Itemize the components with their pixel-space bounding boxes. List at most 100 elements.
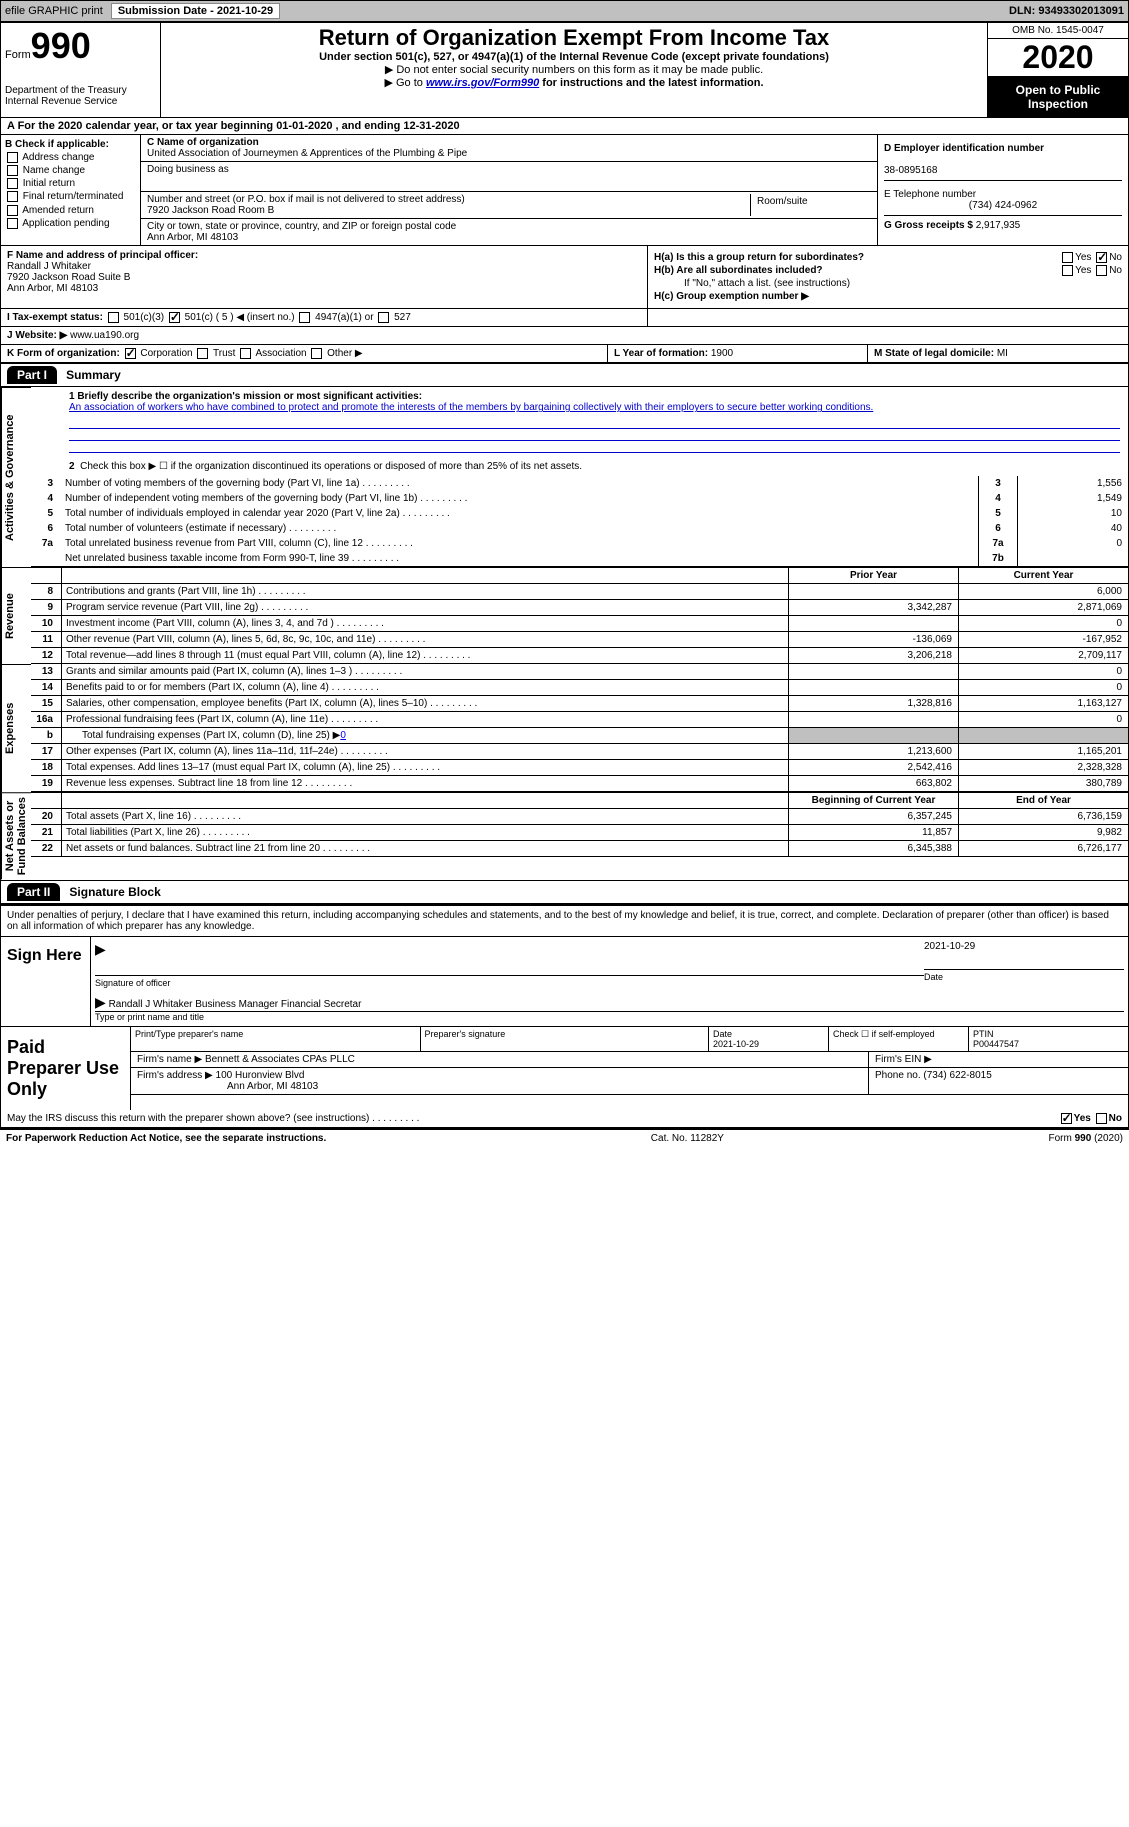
b-check[interactable] — [7, 191, 18, 202]
prep-h2: Preparer's signature — [420, 1027, 709, 1052]
part1-title: Summary — [66, 368, 121, 382]
mission-text[interactable]: An association of workers who have combi… — [69, 402, 873, 413]
officer-addr2: Ann Arbor, MI 48103 — [7, 283, 98, 294]
penalty-text: Under penalties of perjury, I declare th… — [1, 906, 1128, 936]
d-label: D Employer identification number — [884, 143, 1044, 154]
rule1 — [69, 417, 1120, 429]
i-o1: 501(c)(3) — [124, 312, 165, 323]
yes-lbl: Yes — [1075, 252, 1091, 263]
type-label: Type or print name and title — [95, 1011, 1124, 1022]
ein-l: Firm's EIN ▶ — [868, 1052, 1128, 1068]
yes-lbl2: Yes — [1075, 265, 1091, 276]
e-label: E Telephone number — [884, 189, 976, 200]
hb: H(b) Are all subordinates included? — [654, 265, 823, 276]
footer: For Paperwork Reduction Act Notice, see … — [0, 1130, 1129, 1147]
sig-officer-label: Signature of officer — [95, 978, 924, 988]
open-public: Open to Public Inspection — [988, 77, 1128, 117]
goto-line: ▶ Go to www.irs.gov/Form990 for instruct… — [165, 76, 983, 89]
ssn-warning: ▶ Do not enter social security numbers o… — [165, 63, 983, 76]
row-a: A For the 2020 calendar year, or tax yea… — [1, 118, 1128, 135]
paid-preparer-label: Paid Preparer Use Only — [1, 1027, 131, 1110]
prep-h1: Print/Type preparer's name — [131, 1027, 420, 1052]
b-check[interactable] — [7, 218, 18, 229]
no-lbl2: No — [1109, 265, 1122, 276]
firmcity: Ann Arbor, MI 48103 — [137, 1081, 318, 1092]
k-o1: Corporation — [140, 348, 192, 359]
right-col: D Employer identification number 38-0895… — [878, 135, 1128, 245]
firmaddr-l: Firm's address ▶ — [137, 1070, 213, 1081]
g-label: G Gross receipts $ — [884, 220, 973, 231]
hb-no[interactable] — [1096, 265, 1107, 276]
form-990: Form990 Department of the Treasury Inter… — [0, 22, 1129, 1130]
i-o3: 4947(a)(1) or — [315, 312, 373, 323]
firmname-l: Firm's name ▶ — [137, 1054, 202, 1065]
i-o4: 527 — [394, 312, 411, 323]
b-check[interactable] — [7, 178, 18, 189]
b-check[interactable] — [7, 152, 18, 163]
title-cell: Return of Organization Exempt From Incom… — [161, 23, 988, 117]
i-501c[interactable] — [169, 312, 180, 323]
end-year-head: End of Year — [958, 792, 1128, 809]
vlabel-revenue: Revenue — [1, 567, 31, 664]
goto-link[interactable]: www.irs.gov/Form990 — [426, 77, 539, 89]
part2-header: Part II — [7, 883, 60, 901]
section-f: F Name and address of principal officer:… — [1, 246, 648, 308]
form-subtitle: Under section 501(c), 527, or 4947(a)(1)… — [165, 51, 983, 63]
ha-yes[interactable] — [1062, 252, 1073, 263]
efile-label: efile GRAPHIC print — [5, 5, 103, 17]
phone: (734) 424-0962 — [884, 200, 1122, 211]
street-label: Number and street (or P.O. box if mail i… — [147, 194, 465, 205]
i-o2: 501(c) ( 5 ) ◀ (insert no.) — [185, 312, 295, 323]
c-label: C Name of organization — [147, 137, 259, 148]
section-i: I Tax-exempt status: 501(c)(3) 501(c) ( … — [1, 309, 648, 326]
exp-b-num: b — [31, 728, 61, 744]
org-name: United Association of Journeymen & Appre… — [147, 148, 467, 159]
firmname: Bennett & Associates CPAs PLLC — [205, 1054, 355, 1065]
ein: 38-0895168 — [884, 165, 937, 176]
prep-h4: Check ☐ if self-employed — [828, 1027, 968, 1052]
i-501c3[interactable] — [108, 312, 119, 323]
k-trust[interactable] — [197, 348, 208, 359]
section-l: L Year of formation: 1900 — [608, 345, 868, 362]
efile-header: efile GRAPHIC print Submission Date - 20… — [0, 0, 1129, 22]
fundraising-link[interactable]: 0 — [340, 730, 346, 741]
i-527[interactable] — [378, 312, 389, 323]
section-c: C Name of organization United Associatio… — [141, 135, 878, 245]
rule2 — [69, 429, 1120, 441]
vlabel-governance: Activities & Governance — [1, 387, 31, 567]
dept: Department of the Treasury Internal Reve… — [5, 85, 156, 107]
k-corp[interactable] — [125, 348, 136, 359]
prep-phone: (734) 622-8015 — [923, 1070, 991, 1081]
form-title: Return of Organization Exempt From Incom… — [165, 25, 983, 51]
b-head: B Check if applicable: — [5, 139, 109, 150]
form-number: 990 — [31, 25, 91, 66]
footer-mid: Cat. No. 11282Y — [651, 1133, 724, 1144]
street: 7920 Jackson Road Room B — [147, 205, 274, 216]
ha-no[interactable] — [1096, 252, 1107, 263]
city: Ann Arbor, MI 48103 — [147, 232, 238, 243]
footer-right: Form 990 (2020) — [1049, 1133, 1123, 1144]
dln: DLN: 93493302013091 — [1009, 5, 1124, 17]
i-4947[interactable] — [299, 312, 310, 323]
website: www.ua190.org — [67, 330, 139, 341]
discuss-no[interactable] — [1096, 1113, 1107, 1124]
h-note: If "No," attach a list. (see instruction… — [654, 278, 1122, 289]
k-assoc[interactable] — [240, 348, 251, 359]
b-check[interactable] — [7, 165, 18, 176]
discuss-yes[interactable] — [1061, 1113, 1072, 1124]
j-label: J Website: ▶ — [7, 330, 67, 341]
goto-post: for instructions and the latest informat… — [539, 77, 763, 89]
hb-yes[interactable] — [1062, 265, 1073, 276]
begin-year-head: Beginning of Current Year — [788, 792, 958, 809]
omb: OMB No. 1545-0047 — [988, 23, 1128, 39]
rule3 — [69, 441, 1120, 453]
k-other[interactable] — [311, 348, 322, 359]
hc: H(c) Group exemption number ▶ — [654, 291, 809, 302]
prep-h3: Date — [713, 1029, 732, 1039]
b-check[interactable] — [7, 205, 18, 216]
ha: H(a) Is this a group return for subordin… — [654, 252, 864, 263]
vlabel-expenses: Expenses — [1, 664, 31, 792]
prep-date: 2021-10-29 — [713, 1039, 759, 1049]
prep-h5: PTIN — [973, 1029, 994, 1039]
discuss-line: May the IRS discuss this return with the… — [1, 1110, 1128, 1129]
